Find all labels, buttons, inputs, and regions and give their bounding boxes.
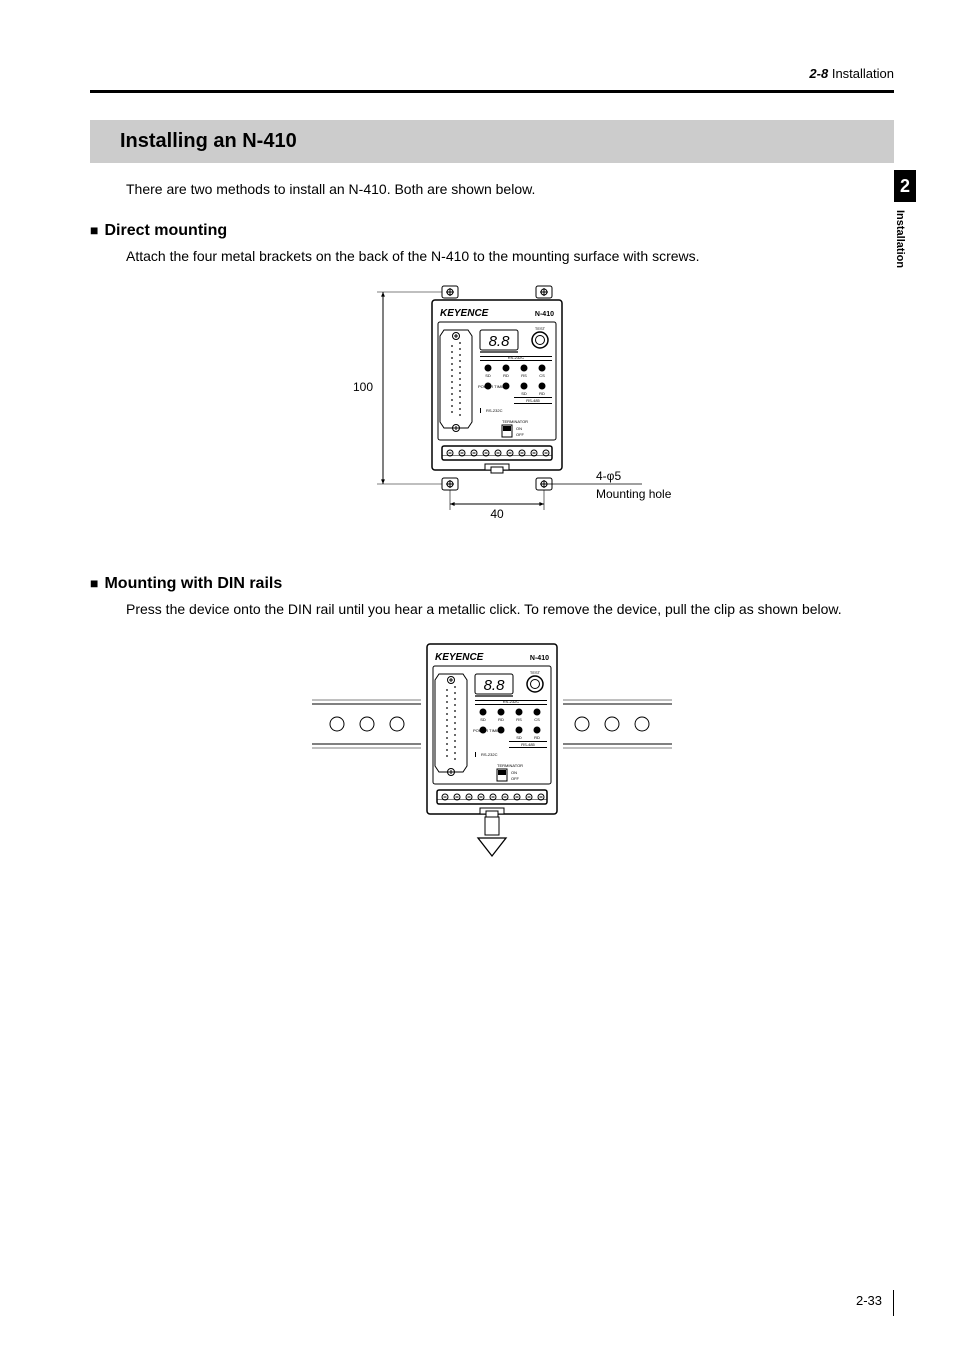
svg-text:KEYENCE: KEYENCE [440, 308, 489, 319]
svg-text:ON: ON [516, 426, 522, 431]
svg-text:CS: CS [534, 717, 540, 722]
section-title-bar: Installing an N-410 [90, 120, 894, 163]
svg-text:RS-485: RS-485 [521, 742, 535, 747]
intro-text: There are two methods to install an N-41… [126, 181, 894, 197]
svg-text:RD: RD [498, 717, 504, 722]
svg-text:OFF: OFF [511, 776, 520, 781]
svg-text:CS: CS [539, 373, 545, 378]
svg-text:RS-232C: RS-232C [503, 699, 520, 704]
bullet-icon: ■ [90, 222, 98, 238]
header-rule [90, 90, 894, 93]
running-header: 2-8 Installation [809, 66, 894, 81]
svg-text:SD: SD [485, 373, 491, 378]
figure-direct-mounting: KEYENCEN-4108.8TESTRS-232CSDRDRSCSPOWER … [90, 280, 894, 550]
header-section-num: 2-8 [809, 66, 828, 81]
bullet-icon: ■ [90, 575, 98, 591]
svg-text:RS: RS [521, 373, 527, 378]
svg-text:SD: SD [516, 735, 522, 740]
svg-text:N-410: N-410 [530, 655, 549, 662]
header-section-name: Installation [832, 66, 894, 81]
figure-din-rails: KEYENCEN-4108.8TESTRS-232CSDRDRSCSPOWER … [90, 634, 894, 924]
svg-text:RD: RD [503, 373, 509, 378]
svg-text:SD: SD [521, 391, 527, 396]
svg-text:40: 40 [490, 507, 504, 521]
svg-text:TERMINATOR: TERMINATOR [502, 419, 528, 424]
page-number: 2-33 [856, 1293, 882, 1308]
section-title: Installing an N-410 [120, 130, 864, 153]
svg-text:RS-232C: RS-232C [481, 752, 498, 757]
svg-text:RS-232C: RS-232C [486, 408, 503, 413]
subheading-din-rails: ■Mounting with DIN rails [90, 575, 894, 593]
direct-mounting-text: Attach the four metal brackets on the ba… [126, 246, 894, 266]
page-tick [893, 1290, 894, 1316]
svg-text:N-410: N-410 [535, 311, 554, 318]
chapter-number: 2 [894, 170, 916, 202]
svg-text:100: 100 [353, 380, 373, 394]
svg-text:RS: RS [516, 717, 522, 722]
svg-text:OFF: OFF [516, 432, 525, 437]
subheading-direct-mounting: ■Direct mounting [90, 222, 894, 240]
svg-text:Mounting hole: Mounting hole [596, 487, 672, 501]
svg-text:TERMINATOR: TERMINATOR [497, 763, 523, 768]
svg-text:TEST: TEST [535, 326, 546, 331]
svg-text:4-φ5: 4-φ5 [596, 469, 621, 483]
svg-text:ON: ON [511, 770, 517, 775]
svg-text:8.8: 8.8 [484, 677, 506, 694]
din-rails-text: Press the device onto the DIN rail until… [126, 599, 894, 619]
svg-text:KEYENCE: KEYENCE [435, 652, 484, 663]
chapter-label: Installation [894, 210, 906, 268]
chapter-tab: 2 Installation [894, 170, 916, 268]
svg-text:RD: RD [539, 391, 545, 396]
svg-text:RS-232C: RS-232C [508, 355, 525, 360]
svg-text:TEST: TEST [530, 670, 541, 675]
svg-text:SD: SD [480, 717, 486, 722]
svg-text:RD: RD [534, 735, 540, 740]
svg-text:RS-485: RS-485 [526, 398, 540, 403]
svg-text:8.8: 8.8 [489, 333, 511, 350]
